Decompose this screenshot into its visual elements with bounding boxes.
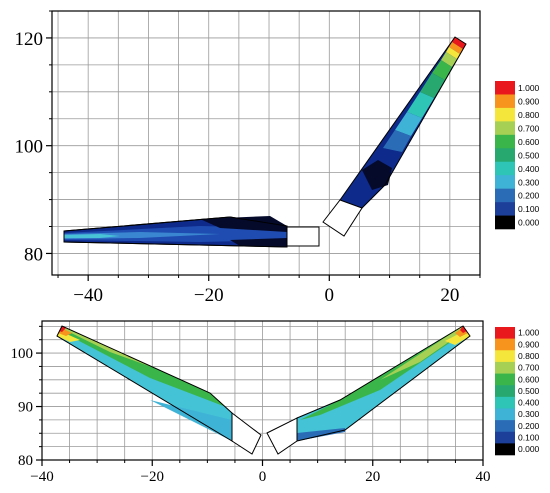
bottom-axis-ticks: [36, 325, 484, 466]
bottom-right-blade: [296, 325, 471, 442]
colorbar-label: 0.500: [518, 386, 540, 396]
colorbar-label: 0.100: [518, 432, 540, 442]
y-tick-label: 120: [15, 29, 44, 50]
bottom-grid: [41, 321, 484, 461]
colorbar-label: 0.600: [518, 137, 540, 147]
top-left-blade: [63, 216, 288, 248]
x-tick-label: 0: [259, 469, 267, 485]
colorbar-label: 0.800: [518, 351, 540, 361]
top-left-blade-core-dark-2: [230, 238, 287, 247]
top-left-blade-core-dark: [200, 216, 287, 232]
x-tick-label: 20: [440, 285, 459, 306]
top-right-blade-band-yellow: [446, 47, 460, 59]
colorbar-swatch: [495, 107, 515, 122]
top-plot-frame: [51, 10, 481, 276]
colorbar-swatch: [495, 188, 515, 203]
colorbar-label: 1.000: [518, 328, 540, 338]
x-tick-label: −20: [194, 285, 224, 306]
x-tick-label: −40: [73, 285, 103, 306]
colorbar-label: 0.200: [518, 191, 540, 201]
x-tick-label: −40: [30, 469, 53, 485]
y-tick-label: 100: [15, 137, 44, 158]
top-left-blade-band-cyan: [64, 234, 120, 238]
colorbar-label: 0.400: [518, 164, 540, 174]
colorbar-label: 0.000: [518, 444, 540, 454]
y-tick-label: 90: [18, 400, 33, 416]
bottom-right-blade-band-teal: [300, 326, 467, 420]
top-right-blade-tip-red: [452, 37, 466, 49]
top-right-blade-band-lightgreen: [441, 52, 457, 67]
colorbar-swatch: [495, 81, 515, 95]
colorbar-label: 0.200: [518, 421, 540, 431]
colorbar-label: 0.100: [518, 204, 540, 214]
colorbar-swatch: [495, 373, 515, 386]
top-right-blade-band-green: [432, 60, 452, 80]
colorbar-label: 0.600: [518, 374, 540, 384]
colorbar-swatch: [495, 338, 515, 351]
bottom-right-blade-band-green: [380, 326, 466, 380]
colorbar-swatch: [495, 420, 515, 433]
colorbar-swatch: [495, 175, 515, 189]
colorbar-label: 0.800: [518, 110, 540, 120]
colorbar-swatch: [495, 443, 515, 456]
colorbar-label: 0.500: [518, 150, 540, 160]
bottom-hub-left: [231, 411, 262, 455]
top-right-blade-core-dark: [362, 160, 392, 190]
colorbar-label: 0.300: [518, 409, 540, 419]
x-tick-label: −20: [141, 469, 164, 485]
top-right-blade-band-orange: [449, 42, 463, 54]
colorbar-swatch: [495, 361, 515, 374]
top-right-blade-band-blue: [383, 130, 411, 152]
colorbar-swatch: [495, 94, 515, 109]
colorbar-swatch: [495, 215, 515, 230]
top-right-blade-band-teal: [420, 73, 445, 98]
y-tick-label: 80: [24, 244, 43, 265]
bottom-left-blade-outline: [56, 325, 233, 442]
top-chart: −40 −20 0 20 80 100 120 1.000 0.900 0.800 0.700 0.…: [15, 10, 540, 306]
top-colorbar: 1.000 0.900 0.800 0.700 0.600 0.500 0.400 0.300…: [495, 81, 540, 230]
colorbar-swatch: [495, 121, 515, 136]
x-tick-label: 40: [476, 469, 491, 485]
colorbar-label: 0.700: [518, 363, 540, 373]
colorbar-swatch: [495, 431, 515, 444]
colorbar-swatch: [495, 148, 515, 163]
colorbar-swatch: [495, 385, 515, 398]
x-tick-label: 0: [325, 285, 335, 306]
colorbar-label: 0.700: [518, 123, 540, 133]
colorbar-label: 0.400: [518, 398, 540, 408]
top-axis-labels: −40 −20 0 20 80 100 120: [15, 29, 460, 306]
colorbar-label: 0.300: [518, 177, 540, 187]
colorbar-swatch: [495, 134, 515, 149]
bottom-right-blade-tip-red: [460, 326, 467, 333]
bottom-axis-labels: −40 −20 0 20 40 80 90 100: [11, 346, 491, 485]
colorbar-label: 1.000: [518, 83, 540, 93]
top-axis-ticks: [46, 10, 481, 281]
colorbar-label: 0.900: [518, 339, 540, 349]
top-hub-left: [286, 226, 320, 247]
top-right-blade-band-sky: [395, 112, 422, 136]
colorbar-swatch: [495, 327, 515, 339]
colorbar-label: 0.900: [518, 97, 540, 107]
colorbar-label: 0.000: [518, 218, 540, 228]
top-right-blade-band-cyan: [407, 92, 434, 118]
x-tick-label: 20: [365, 469, 380, 485]
top-hub-right: [322, 199, 363, 237]
bottom-left-blade: [56, 325, 233, 442]
top-right-blade: [339, 36, 467, 211]
colorbar-swatch: [495, 161, 515, 176]
bottom-hub-right: [266, 417, 298, 455]
y-tick-label: 80: [18, 453, 33, 469]
colorbar-swatch: [495, 350, 515, 363]
colorbar-swatch: [495, 408, 515, 421]
bottom-left-blade-band-lightblue: [150, 400, 232, 441]
colorbar-swatch: [495, 202, 515, 216]
y-tick-label: 100: [11, 346, 34, 362]
colorbar-swatch: [495, 396, 515, 409]
